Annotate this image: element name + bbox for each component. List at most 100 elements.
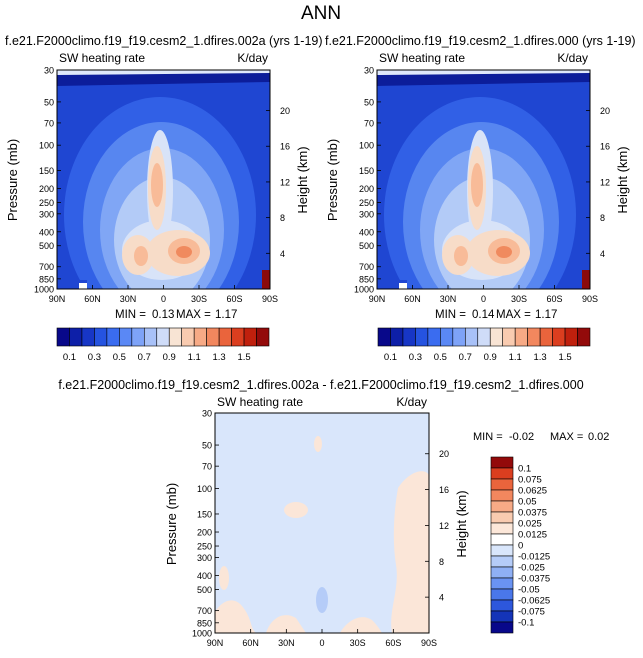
surface-gap bbox=[79, 283, 87, 289]
contour-1.1 bbox=[151, 163, 163, 207]
x-tick-label: 60N bbox=[242, 638, 259, 648]
y-tick-label: 50 bbox=[202, 441, 212, 451]
diff-negative-area bbox=[316, 587, 328, 613]
surface-gap bbox=[399, 283, 407, 289]
stat-min: 0.13 bbox=[152, 309, 174, 321]
colorbar-label: 1.5 bbox=[558, 352, 571, 363]
x-tick-label: 30N bbox=[120, 294, 137, 304]
y-tick-label: 100 bbox=[39, 141, 54, 151]
colorbar-label: -0.025 bbox=[518, 563, 545, 574]
colorbar-label: 0.9 bbox=[484, 352, 497, 363]
colorbar-label: -0.0625 bbox=[518, 596, 550, 607]
x-tick-label: 90N bbox=[207, 638, 224, 648]
stat-min-label: MIN = bbox=[115, 309, 146, 321]
colorbar-swatch bbox=[490, 456, 514, 469]
y-tick-label: 850 bbox=[359, 274, 374, 284]
x-tick-label: 60N bbox=[404, 294, 421, 304]
units-label: K/day bbox=[396, 395, 427, 409]
colorbar-label: 0.0125 bbox=[518, 530, 547, 541]
x-tick-label: 60S bbox=[546, 294, 562, 304]
y-right-axis-label: Height (km) bbox=[615, 146, 630, 213]
panel-control: f.e21.F2000climo.f19_f19.cesm2_1.dfires.… bbox=[325, 34, 636, 363]
colorbar-swatch bbox=[490, 500, 514, 513]
x-tick-label: 90N bbox=[49, 294, 66, 304]
y-right-tick-label: 12 bbox=[600, 177, 610, 187]
y-tick-label: 1000 bbox=[354, 285, 374, 295]
colorbar-swatch bbox=[490, 621, 514, 634]
colorbar-label: -0.05 bbox=[518, 585, 540, 596]
colorbar-swatch bbox=[231, 327, 245, 347]
diff-positive-area bbox=[314, 436, 322, 452]
colorbar-swatch bbox=[143, 327, 158, 347]
y-tick-label: 250 bbox=[359, 198, 374, 208]
colorbar-swatch bbox=[564, 327, 578, 347]
y-right-tick-label: 4 bbox=[600, 249, 605, 259]
colorbar-swatch bbox=[452, 327, 466, 347]
y-tick-label: 250 bbox=[197, 542, 212, 552]
y-tick-label: 400 bbox=[39, 227, 54, 237]
colorbar-swatch bbox=[56, 327, 70, 347]
colorbar-swatch bbox=[256, 327, 270, 347]
colorbar-swatch bbox=[81, 327, 95, 347]
y-right-tick-label: 12 bbox=[439, 521, 449, 531]
colorbar-swatch bbox=[489, 327, 504, 347]
y-tick-label: 300 bbox=[197, 553, 212, 563]
colorbar-swatch bbox=[490, 489, 514, 502]
colorbar-swatch bbox=[477, 327, 491, 347]
colorbar-swatch bbox=[490, 544, 514, 557]
colorbar-label: -0.1 bbox=[518, 618, 534, 629]
panel-title: f.e21.F2000climo.f19_f19.cesm2_1.dfires.… bbox=[58, 378, 583, 392]
y-right-tick-label: 16 bbox=[280, 142, 290, 152]
y-right-tick-label: 16 bbox=[439, 485, 449, 495]
colorbar-label: 0.3 bbox=[88, 352, 101, 363]
colorbar-label: 1.3 bbox=[213, 352, 226, 363]
colorbar-label: 0.5 bbox=[113, 352, 126, 363]
y-tick-label: 700 bbox=[359, 262, 374, 272]
y-tick-label: 500 bbox=[39, 241, 54, 251]
colorbar-swatch bbox=[218, 327, 232, 347]
colorbar-swatch bbox=[490, 467, 514, 480]
x-tick-label: 0 bbox=[319, 638, 324, 648]
x-tick-label: 90S bbox=[262, 294, 278, 304]
colorbar-swatch bbox=[490, 599, 514, 612]
stat-max: 1.17 bbox=[535, 309, 557, 321]
y-tick-label: 700 bbox=[39, 262, 54, 272]
colorbar-swatch bbox=[106, 327, 120, 347]
colorbar-label: 0.0625 bbox=[518, 486, 547, 497]
colorbar-swatch bbox=[490, 610, 514, 623]
x-tick-label: 60S bbox=[226, 294, 242, 304]
colorbar-label: 0.7 bbox=[459, 352, 472, 363]
colorbar-swatch bbox=[427, 327, 441, 347]
contour-1.1 bbox=[454, 246, 468, 266]
surface-mask bbox=[377, 280, 407, 289]
colorbar-label: 0.7 bbox=[138, 352, 151, 363]
y-right-tick-label: 8 bbox=[600, 213, 605, 223]
colorbar-swatch bbox=[490, 555, 514, 568]
field-top-light bbox=[377, 70, 590, 75]
y-axis-label: Pressure (mb) bbox=[164, 483, 179, 565]
heatmap-plot-area bbox=[57, 70, 270, 289]
colorbar-swatch bbox=[415, 327, 429, 347]
y-right-axis-label: Height (km) bbox=[454, 490, 469, 557]
colorbar-swatch bbox=[490, 522, 514, 535]
y-tick-label: 30 bbox=[44, 66, 54, 76]
panel-case: f.e21.F2000climo.f19_f19.cesm2_1.dfires.… bbox=[5, 34, 323, 363]
stat-min: 0.14 bbox=[472, 309, 495, 321]
colorbar-swatch bbox=[243, 327, 257, 347]
colorbar-swatch bbox=[490, 533, 514, 546]
y-tick-label: 150 bbox=[359, 166, 374, 176]
y-tick-label: 70 bbox=[364, 118, 374, 128]
colorbar-swatch bbox=[377, 327, 391, 347]
y-tick-label: 500 bbox=[197, 585, 212, 595]
colorbar-swatch bbox=[94, 327, 108, 347]
y-tick-label: 1000 bbox=[192, 629, 212, 639]
x-tick-label: 0 bbox=[481, 294, 486, 304]
field-top-light bbox=[57, 70, 270, 75]
x-tick-label: 90S bbox=[582, 294, 598, 304]
colorbar-label: 1.1 bbox=[509, 352, 522, 363]
colorbar-swatch bbox=[168, 327, 183, 347]
x-tick-label: 30S bbox=[350, 638, 366, 648]
colorbar-label: 0 bbox=[518, 541, 523, 552]
